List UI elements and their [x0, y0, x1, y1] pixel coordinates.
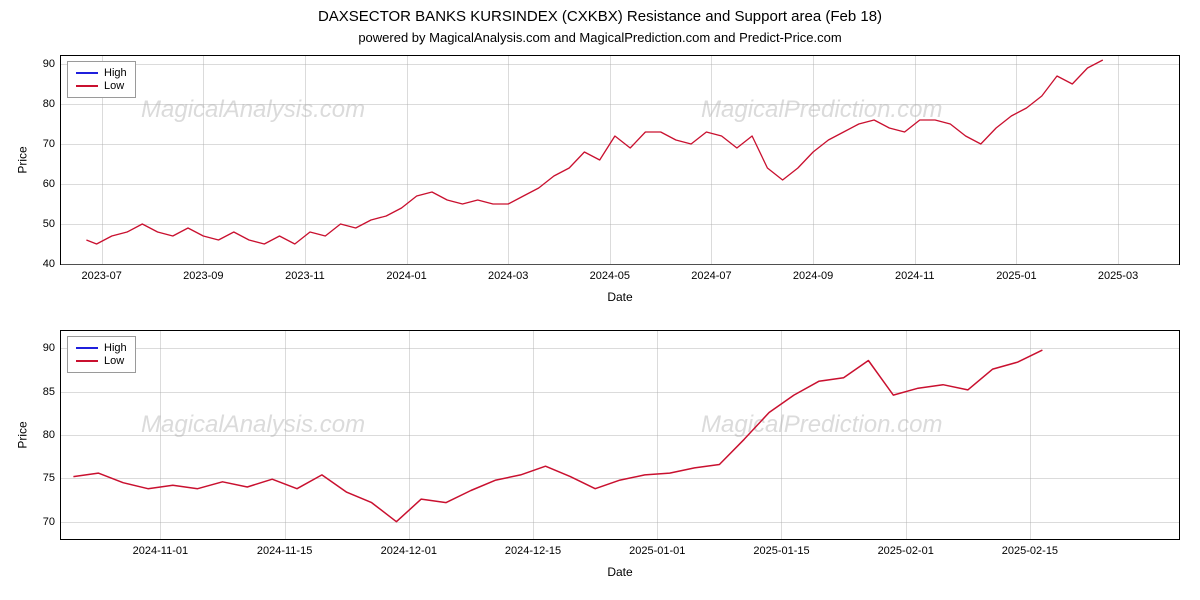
xtick: 2024-12-15: [505, 539, 561, 557]
xtick: 2024-11-01: [133, 539, 188, 557]
ytick: 75: [43, 472, 61, 484]
plot-area-bottom: 70758085902024-11-012024-11-152024-12-01…: [61, 331, 1179, 539]
legend-swatch-high: [76, 72, 98, 74]
ytick: 60: [43, 178, 61, 190]
ytick: 90: [43, 342, 61, 354]
xtick: 2024-09: [793, 264, 833, 282]
xtick: 2024-11: [895, 264, 935, 282]
xtick: 2023-07: [81, 264, 121, 282]
legend-row-high-b: High: [76, 342, 127, 354]
legend-row-low-b: Low: [76, 355, 127, 367]
ylabel-bottom: Price: [16, 421, 30, 448]
legend-low-label-b: Low: [104, 355, 124, 367]
legend-swatch-low-b: [76, 360, 98, 362]
ytick: 80: [43, 429, 61, 441]
ytick: 70: [43, 516, 61, 528]
xtick: 2024-07: [691, 264, 731, 282]
legend-row-high: High: [76, 67, 127, 79]
ylabel-top: Price: [16, 146, 30, 173]
xtick: 2023-11: [285, 264, 325, 282]
xtick: 2025-03: [1098, 264, 1138, 282]
legend-swatch-low: [76, 85, 98, 87]
ytick: 90: [43, 58, 61, 70]
main-title: DAXSECTOR BANKS KURSINDEX (CXKBX) Resist…: [0, 8, 1200, 25]
line-series-bottom: [61, 331, 1179, 539]
sub-title: powered by MagicalAnalysis.com and Magic…: [0, 30, 1200, 45]
ytick: 85: [43, 386, 61, 398]
xtick: 2025-02-01: [878, 539, 934, 557]
xtick: 2025-01-01: [629, 539, 685, 557]
xtick: 2024-03: [488, 264, 528, 282]
plot-area-top: 4050607080902023-072023-092023-112024-01…: [61, 56, 1179, 264]
ytick: 40: [43, 258, 61, 270]
xtick: 2023-09: [183, 264, 223, 282]
legend-swatch-high-b: [76, 347, 98, 349]
xtick: 2025-02-15: [1002, 539, 1058, 557]
ytick: 70: [43, 138, 61, 150]
legend-high-label: High: [104, 67, 127, 79]
xtick: 2025-01-15: [753, 539, 809, 557]
xtick: 2025-01: [996, 264, 1036, 282]
xtick: 2024-12-01: [381, 539, 437, 557]
xtick: 2024-01: [386, 264, 426, 282]
ytick: 80: [43, 98, 61, 110]
figure: DAXSECTOR BANKS KURSINDEX (CXKBX) Resist…: [0, 0, 1200, 600]
legend-bottom: High Low: [67, 336, 136, 373]
xlabel-top: Date: [607, 290, 632, 304]
legend-row-low: Low: [76, 80, 127, 92]
xtick: 2024-05: [590, 264, 630, 282]
legend-top: High Low: [67, 61, 136, 98]
legend-low-label: Low: [104, 80, 124, 92]
xtick: 2024-11-15: [257, 539, 312, 557]
ytick: 50: [43, 218, 61, 230]
line-series-top: [61, 56, 1179, 264]
chart-bottom: High Low MagicalAnalysis.com MagicalPred…: [60, 330, 1180, 540]
chart-top: High Low MagicalAnalysis.com MagicalPred…: [60, 55, 1180, 265]
legend-high-label-b: High: [104, 342, 127, 354]
xlabel-bottom: Date: [607, 565, 632, 579]
